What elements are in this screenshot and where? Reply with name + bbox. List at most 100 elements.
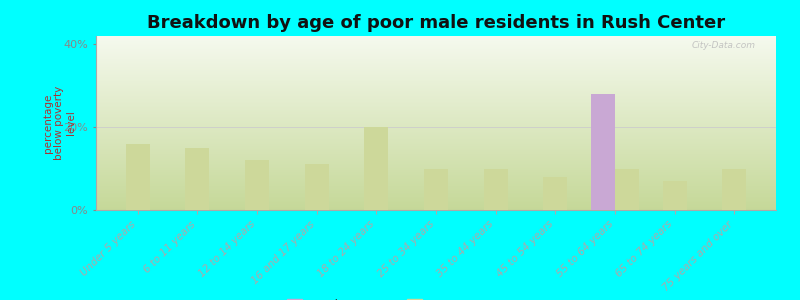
Bar — [96, 39, 776, 40]
Bar — [96, 73, 776, 74]
Title: Breakdown by age of poor male residents in Rush Center: Breakdown by age of poor male residents … — [147, 14, 725, 32]
Bar — [96, 146, 776, 147]
Bar — [96, 136, 776, 137]
Bar — [424, 169, 448, 210]
Bar — [96, 41, 776, 42]
Bar — [96, 142, 776, 143]
Bar — [96, 139, 776, 140]
Bar — [96, 169, 776, 170]
Bar — [96, 42, 776, 43]
Bar — [96, 199, 776, 200]
Bar — [96, 162, 776, 163]
Bar — [96, 177, 776, 178]
Bar — [96, 101, 776, 102]
Bar — [96, 128, 776, 129]
Bar — [96, 176, 776, 177]
Bar — [96, 183, 776, 184]
Bar — [96, 75, 776, 76]
Legend: Rush Center, Kansas: Rush Center, Kansas — [286, 298, 477, 300]
Bar — [96, 56, 776, 57]
Bar — [96, 45, 776, 46]
Bar — [96, 95, 776, 96]
Bar — [96, 50, 776, 51]
Bar — [96, 102, 776, 103]
Bar — [96, 121, 776, 122]
Bar — [96, 143, 776, 144]
Bar — [96, 127, 776, 128]
Bar — [96, 180, 776, 181]
Bar — [96, 208, 776, 209]
Bar — [96, 195, 776, 196]
Bar — [96, 106, 776, 107]
Bar — [96, 163, 776, 164]
Bar — [96, 37, 776, 38]
Bar — [96, 115, 776, 116]
Bar — [96, 154, 776, 155]
Bar — [96, 66, 776, 67]
Bar — [96, 110, 776, 111]
Bar — [96, 144, 776, 145]
Bar — [96, 72, 776, 73]
Bar — [186, 148, 210, 210]
Bar — [96, 76, 776, 77]
Bar — [96, 123, 776, 124]
Bar — [96, 194, 776, 195]
Bar — [96, 209, 776, 210]
Bar — [96, 54, 776, 55]
Bar — [96, 38, 776, 39]
Bar — [96, 204, 776, 205]
Bar — [96, 70, 776, 71]
Bar — [96, 86, 776, 87]
Bar — [96, 140, 776, 141]
Bar — [96, 134, 776, 135]
Bar — [96, 88, 776, 89]
Y-axis label: percentage
below poverty
level: percentage below poverty level — [43, 86, 76, 160]
Bar — [96, 168, 776, 169]
Bar — [96, 175, 776, 176]
Bar — [96, 55, 776, 56]
Bar — [96, 181, 776, 182]
Bar — [96, 96, 776, 97]
Bar — [96, 93, 776, 94]
Bar — [96, 174, 776, 175]
Bar — [96, 46, 776, 47]
Bar — [96, 155, 776, 156]
Bar — [96, 160, 776, 161]
Bar — [96, 165, 776, 166]
Bar — [96, 103, 776, 104]
Bar — [96, 114, 776, 115]
Bar — [96, 58, 776, 59]
Bar — [96, 77, 776, 78]
Bar — [96, 172, 776, 173]
Bar — [96, 80, 776, 81]
Bar — [96, 104, 776, 105]
Bar — [591, 94, 615, 210]
Bar — [484, 169, 507, 210]
Bar — [96, 173, 776, 174]
Bar — [126, 144, 150, 210]
Bar — [96, 186, 776, 187]
Bar — [96, 71, 776, 72]
Bar — [96, 62, 776, 63]
Bar — [96, 74, 776, 75]
Bar — [96, 112, 776, 113]
Bar — [96, 135, 776, 136]
Bar — [96, 170, 776, 171]
Bar — [96, 203, 776, 204]
Bar — [96, 78, 776, 79]
Bar — [96, 122, 776, 123]
Bar — [96, 67, 776, 68]
Bar — [96, 44, 776, 45]
Bar — [96, 117, 776, 118]
Bar — [96, 51, 776, 52]
Bar — [96, 201, 776, 202]
Bar — [96, 191, 776, 192]
Bar — [96, 198, 776, 199]
Bar — [96, 182, 776, 183]
Bar — [96, 63, 776, 64]
Bar — [96, 52, 776, 53]
Bar — [96, 192, 776, 193]
Bar — [96, 190, 776, 191]
Bar — [96, 48, 776, 49]
Bar — [96, 206, 776, 207]
